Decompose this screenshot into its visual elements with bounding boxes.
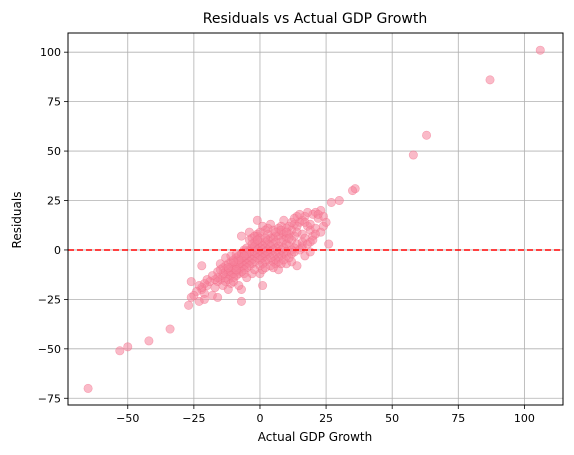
data-point [334, 196, 344, 206]
y-tick-label: 75 [47, 96, 61, 109]
data-point [186, 277, 196, 287]
data-point [535, 45, 545, 55]
data-point [324, 239, 334, 249]
x-tick-label: 100 [514, 412, 535, 425]
data-point [292, 227, 302, 237]
x-tick-label: 50 [385, 412, 399, 425]
x-tick-label: 0 [256, 412, 263, 425]
data-point [231, 265, 241, 275]
data-point [252, 215, 262, 225]
data-point [223, 285, 233, 295]
x-axis-ticks: −50 −25 0 25 50 75 100 [116, 405, 535, 425]
data-point [408, 150, 418, 160]
data-point [268, 263, 278, 273]
x-tick-label: 75 [451, 412, 465, 425]
data-point [115, 346, 125, 356]
data-point [258, 281, 268, 291]
data-point [252, 235, 262, 245]
data-point [236, 296, 246, 306]
data-point [321, 217, 331, 227]
data-point [221, 253, 231, 263]
data-point [303, 207, 313, 217]
y-tick-label: 50 [47, 145, 61, 158]
data-point [194, 296, 204, 306]
y-tick-label: 100 [40, 46, 61, 59]
data-point [305, 219, 315, 229]
plot-area-frame [67, 32, 564, 406]
data-point [123, 342, 133, 352]
data-point [305, 247, 315, 257]
data-point [144, 336, 154, 346]
x-tick-label: 25 [319, 412, 333, 425]
data-point [292, 261, 302, 271]
x-axis-label: Actual GDP Growth [258, 430, 372, 444]
data-point [348, 186, 358, 196]
y-axis-label: Residuals [10, 192, 24, 249]
x-tick-label: −25 [182, 412, 205, 425]
data-point [313, 209, 323, 219]
data-point [422, 130, 432, 140]
y-tick-label: −25 [38, 293, 61, 306]
data-point [213, 292, 223, 302]
data-point [184, 300, 194, 310]
data-point [234, 281, 244, 291]
data-point [186, 292, 196, 302]
y-axis-ticks: −75 −50 −25 0 25 50 75 100 [38, 46, 68, 405]
data-point [326, 197, 336, 207]
data-point [295, 209, 305, 219]
data-point [165, 324, 175, 334]
data-points [83, 45, 545, 393]
data-point [236, 231, 246, 241]
data-point [485, 75, 495, 85]
y-tick-label: 25 [47, 195, 61, 208]
x-tick-label: −50 [116, 412, 139, 425]
y-tick-label: 0 [54, 244, 61, 257]
data-point [197, 261, 207, 271]
chart-title: Residuals vs Actual GDP Growth [203, 11, 427, 27]
y-tick-label: −75 [38, 392, 61, 405]
y-tick-label: −50 [38, 343, 61, 356]
data-point [83, 383, 93, 393]
data-point [263, 223, 273, 233]
data-point [284, 233, 294, 243]
